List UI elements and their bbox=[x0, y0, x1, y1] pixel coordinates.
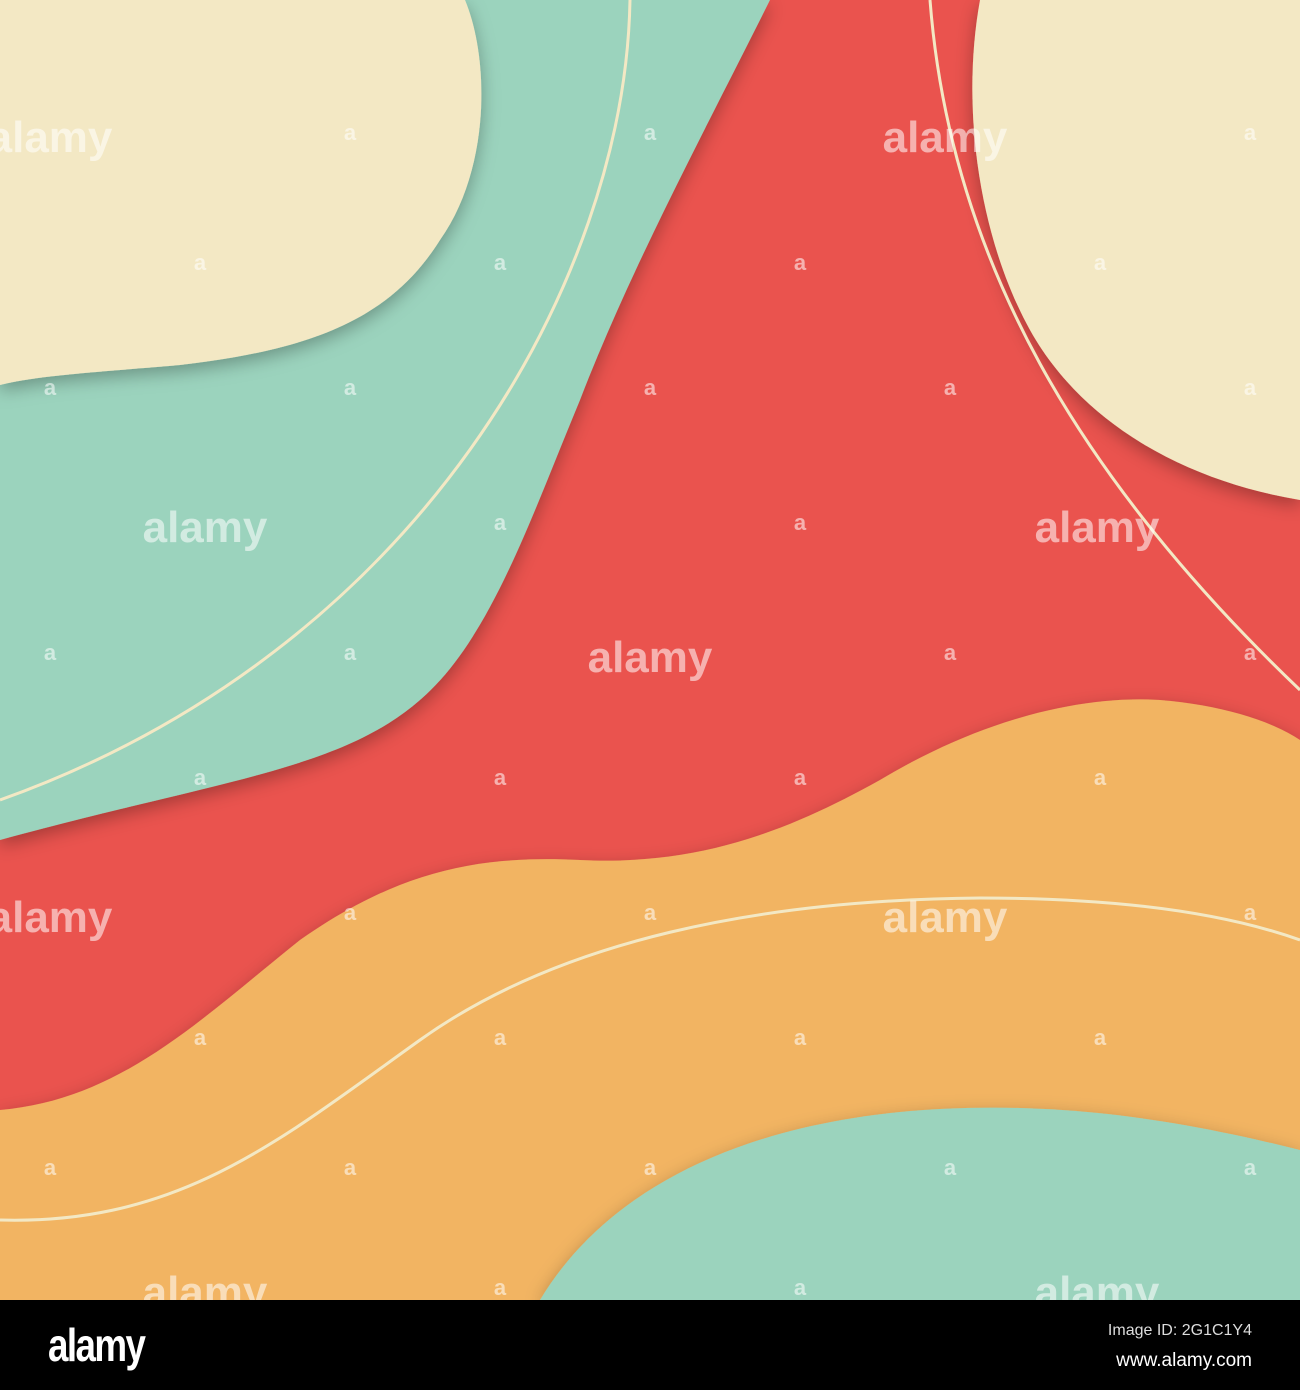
watermark: alamy bbox=[1035, 503, 1160, 552]
cream-blob-top-left bbox=[0, 0, 482, 385]
watermark: a bbox=[794, 250, 807, 275]
watermark: a bbox=[344, 375, 357, 400]
watermark: a bbox=[794, 765, 807, 790]
watermark: alamy bbox=[1035, 1268, 1160, 1300]
watermark: a bbox=[344, 1155, 357, 1180]
watermark: a bbox=[494, 250, 507, 275]
watermark: alamy bbox=[143, 503, 268, 552]
image-id-label: Image ID: 2G1C1Y4 bbox=[1107, 1322, 1252, 1339]
watermark: a bbox=[944, 1155, 957, 1180]
watermark: alamy bbox=[0, 113, 113, 162]
watermark: a bbox=[644, 375, 657, 400]
watermark: a bbox=[194, 1025, 207, 1050]
watermark: a bbox=[1244, 375, 1257, 400]
watermark: a bbox=[1244, 640, 1257, 665]
watermark: alamy bbox=[0, 893, 113, 942]
watermark: a bbox=[794, 1275, 807, 1300]
watermark: a bbox=[494, 765, 507, 790]
watermark: a bbox=[494, 1275, 507, 1300]
cream-line-right bbox=[928, 0, 1300, 692]
abstract-wave-artwork: alamy a a alamy a a a a a a a a a a alamy a a alamy a a alam… bbox=[0, 0, 1300, 1300]
watermark: alamy bbox=[143, 1268, 268, 1300]
mint-wave-bottom bbox=[540, 1107, 1300, 1300]
cream-line-bottom bbox=[0, 896, 1300, 1222]
watermark: a bbox=[644, 1155, 657, 1180]
watermark: a bbox=[194, 250, 207, 275]
watermark: a bbox=[44, 1155, 57, 1180]
watermark: a bbox=[644, 900, 657, 925]
cream-line-left bbox=[0, 0, 632, 802]
watermark: a bbox=[494, 1025, 507, 1050]
watermark-grid: alamy a a alamy a a a a a a a a a a alamy a a alamy a a alam… bbox=[0, 113, 1257, 1300]
watermark: a bbox=[1094, 250, 1107, 275]
alamy-logo: alamy bbox=[48, 1319, 146, 1371]
cream-blob-top-right bbox=[972, 0, 1300, 500]
watermark: a bbox=[944, 375, 957, 400]
watermark: a bbox=[44, 375, 57, 400]
watermark: a bbox=[794, 510, 807, 535]
watermark: alamy bbox=[588, 633, 713, 682]
watermark: a bbox=[44, 640, 57, 665]
watermark: a bbox=[1244, 120, 1257, 145]
watermark: a bbox=[1244, 1155, 1257, 1180]
footer-bar: alamy Image ID: 2G1C1Y4 www.alamy.com bbox=[0, 1300, 1300, 1390]
watermark: a bbox=[644, 120, 657, 145]
watermark: a bbox=[194, 765, 207, 790]
watermark: a bbox=[344, 120, 357, 145]
watermark: alamy bbox=[883, 893, 1008, 942]
website-url[interactable]: www.alamy.com bbox=[1116, 1350, 1252, 1371]
watermark: a bbox=[1244, 900, 1257, 925]
watermark: a bbox=[1094, 765, 1107, 790]
watermark: alamy bbox=[883, 113, 1008, 162]
watermark: a bbox=[1094, 1025, 1107, 1050]
watermark: a bbox=[944, 640, 957, 665]
watermark: a bbox=[344, 640, 357, 665]
watermark: a bbox=[344, 900, 357, 925]
watermark: a bbox=[494, 510, 507, 535]
watermark: a bbox=[794, 1025, 807, 1050]
